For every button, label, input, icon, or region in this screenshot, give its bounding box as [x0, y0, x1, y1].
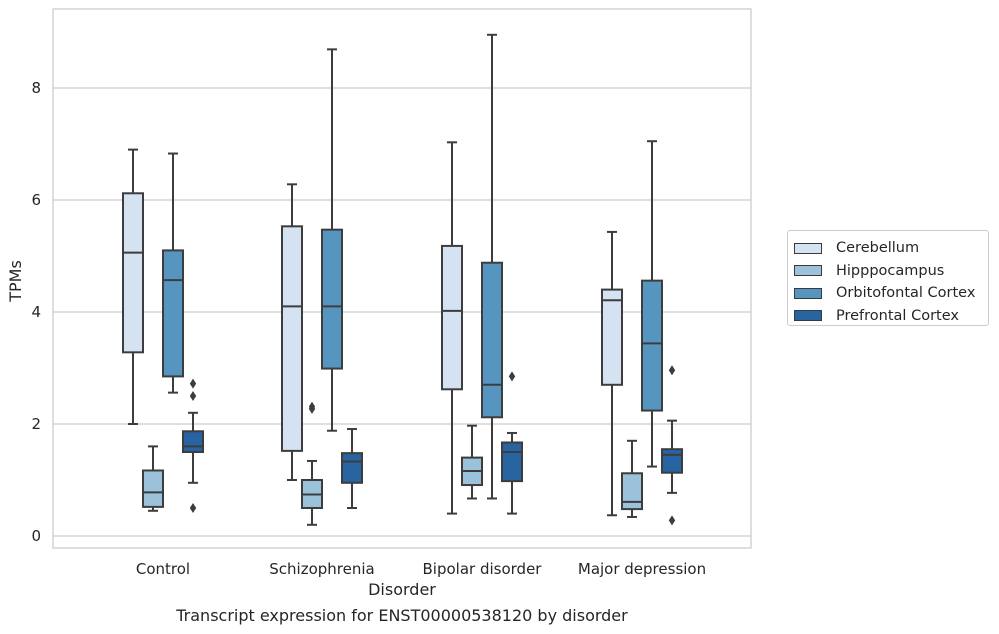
box-body [661, 448, 683, 474]
box-body [621, 472, 643, 511]
box-2-2 [481, 33, 503, 500]
box-body [641, 279, 663, 412]
legend-label: Cerebellum [836, 240, 920, 257]
y-axis-label: TPMs [6, 260, 25, 303]
x-tick-label: Bipolar disorder [423, 560, 543, 578]
y-tick-label: 4 [31, 303, 41, 321]
legend-label: Prefrontal Cortex [836, 307, 959, 324]
outlier-point [189, 378, 197, 389]
x-tick-label: Schizophrenia [269, 560, 374, 578]
outlier-point [189, 503, 197, 513]
box-3-3 [661, 365, 683, 526]
y-tick-label: 8 [31, 79, 41, 97]
plot-frame [52, 8, 752, 549]
y-tick-labels: 0 2 4 6 8 [31, 79, 41, 545]
box-3-0 [182, 378, 204, 513]
chart-caption: Transcript expression for ENST0000053812… [176, 606, 628, 625]
box-body [162, 249, 184, 378]
box-2-0 [162, 152, 184, 394]
x-tick-label: Major depression [578, 560, 706, 578]
legend-swatch [794, 265, 822, 277]
box-body [182, 430, 204, 453]
y-tick-label: 0 [31, 527, 41, 545]
box-body [281, 225, 303, 452]
outlier-point [508, 371, 516, 382]
x-tick-labels: Control Schizophrenia Bipolar disorder Majo… [136, 560, 706, 578]
y-tick-label: 2 [31, 415, 41, 433]
x-axis-label: Disorder [368, 580, 436, 599]
box-body [441, 244, 463, 391]
box-body [601, 288, 623, 386]
box-1-0 [142, 445, 164, 512]
box-body [142, 469, 164, 508]
box-0-1 [281, 183, 303, 481]
legend-swatch [794, 242, 822, 254]
legend-item: Prefrontal Cortex [794, 305, 980, 328]
box-body [341, 452, 363, 484]
box-body [481, 261, 503, 419]
box-1-2 [461, 424, 483, 500]
box-1-3 [621, 439, 643, 518]
legend-item: Hipppocampus [794, 260, 980, 283]
box-0-0 [122, 148, 144, 425]
box-body [321, 228, 343, 370]
legend-swatch [794, 310, 822, 322]
outlier-point [668, 515, 676, 526]
legend-item: Cerebellum [794, 237, 980, 260]
box-3-2 [501, 371, 523, 515]
legend: Cerebellum Hipppocampus Orbitofontal Corte… [787, 230, 989, 326]
legend-swatch [794, 287, 822, 299]
box-0-2 [441, 141, 463, 515]
box-2-3 [641, 140, 663, 468]
box-1-1 [301, 401, 323, 526]
box-body [122, 192, 144, 354]
legend-label: Hipppocampus [836, 262, 945, 279]
box-plots [122, 33, 683, 526]
legend-item: Orbitofontal Cortex [794, 282, 980, 305]
outlier-point [189, 391, 197, 401]
box-body [501, 441, 523, 483]
outlier-point [308, 401, 316, 412]
box-0-3 [601, 230, 623, 517]
x-tick-label: Control [136, 560, 190, 578]
box-3-1 [341, 428, 363, 509]
box-2-1 [321, 48, 343, 432]
outlier-point [668, 365, 676, 376]
legend-label: Orbitofontal Cortex [836, 285, 976, 302]
y-tick-label: 6 [31, 191, 41, 209]
